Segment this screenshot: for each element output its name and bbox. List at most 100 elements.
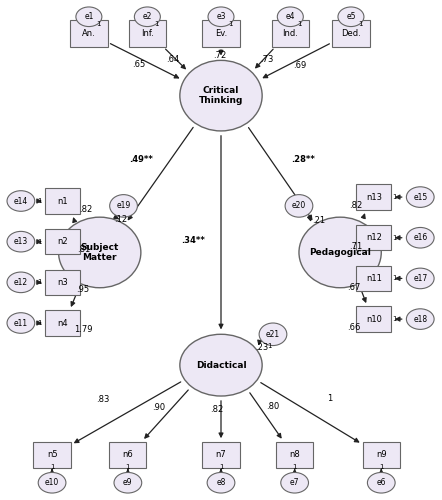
Text: 1: 1 (379, 464, 384, 469)
Text: n13: n13 (366, 192, 382, 202)
Ellipse shape (76, 7, 102, 26)
Text: 1: 1 (392, 194, 396, 200)
Ellipse shape (180, 334, 262, 396)
Text: n12: n12 (366, 233, 382, 242)
Text: e6: e6 (377, 478, 386, 487)
Text: Pedagogical: Pedagogical (309, 248, 371, 257)
Text: Inf.: Inf. (141, 29, 154, 38)
Ellipse shape (367, 472, 395, 493)
Text: 1: 1 (50, 464, 54, 469)
Text: 1: 1 (293, 464, 297, 469)
Text: n4: n4 (57, 318, 68, 328)
Text: 1: 1 (297, 21, 302, 27)
Text: .82: .82 (79, 206, 92, 214)
Text: e20: e20 (292, 202, 306, 210)
Text: n5: n5 (47, 450, 57, 460)
Text: .82: .82 (350, 202, 363, 210)
Ellipse shape (180, 60, 262, 131)
FancyBboxPatch shape (46, 310, 80, 336)
FancyBboxPatch shape (46, 270, 80, 295)
Text: Ev.: Ev. (215, 29, 227, 38)
Text: e14: e14 (14, 196, 28, 205)
Text: .71: .71 (349, 242, 362, 250)
Ellipse shape (110, 194, 137, 217)
Text: n10: n10 (366, 314, 382, 324)
Text: e4: e4 (286, 12, 295, 22)
Text: .95: .95 (76, 284, 89, 294)
Text: e5: e5 (346, 12, 356, 22)
Text: 1: 1 (155, 21, 159, 27)
Text: 1.79: 1.79 (74, 325, 92, 334)
Ellipse shape (134, 7, 160, 26)
Ellipse shape (406, 309, 434, 330)
Ellipse shape (207, 472, 235, 493)
Text: e12: e12 (14, 278, 28, 287)
Text: .73: .73 (260, 56, 273, 64)
Text: e17: e17 (413, 274, 427, 283)
Text: n3: n3 (57, 278, 68, 287)
Text: 1: 1 (327, 394, 332, 403)
Text: .28**: .28** (291, 155, 315, 164)
Text: e10: e10 (45, 478, 59, 487)
Text: .23: .23 (255, 344, 268, 352)
Text: e3: e3 (216, 12, 226, 22)
Text: Critical
Thinking: Critical Thinking (199, 86, 243, 106)
Text: Subject
Matter: Subject Matter (80, 243, 119, 262)
Text: 1: 1 (358, 21, 363, 27)
Text: n2: n2 (57, 237, 68, 246)
Text: 1: 1 (392, 235, 396, 241)
Ellipse shape (299, 217, 381, 288)
Ellipse shape (338, 7, 364, 26)
Text: e19: e19 (116, 202, 131, 210)
Text: Didactical: Didactical (196, 360, 246, 370)
Text: e7: e7 (290, 478, 299, 487)
Text: .82: .82 (210, 405, 223, 414)
Text: .69: .69 (293, 62, 306, 70)
Text: e1: e1 (84, 12, 94, 22)
Ellipse shape (285, 194, 313, 217)
Text: e11: e11 (14, 318, 28, 328)
Text: n6: n6 (122, 450, 133, 460)
FancyBboxPatch shape (202, 442, 240, 468)
Text: .21: .21 (312, 216, 325, 225)
Text: 1: 1 (37, 320, 41, 326)
Text: 1: 1 (37, 198, 41, 204)
FancyBboxPatch shape (356, 184, 392, 210)
Text: .12: .12 (114, 215, 127, 224)
Ellipse shape (114, 472, 142, 493)
Text: .49**: .49** (129, 155, 153, 164)
Ellipse shape (7, 190, 35, 212)
Text: e15: e15 (413, 192, 427, 202)
Text: e13: e13 (14, 237, 28, 246)
Text: 1: 1 (37, 238, 41, 244)
FancyBboxPatch shape (46, 229, 80, 254)
Text: e8: e8 (216, 478, 226, 487)
Text: 1: 1 (37, 280, 41, 285)
FancyBboxPatch shape (272, 20, 309, 46)
FancyBboxPatch shape (46, 188, 80, 214)
Ellipse shape (406, 268, 434, 288)
Ellipse shape (38, 472, 66, 493)
FancyBboxPatch shape (109, 442, 146, 468)
Text: .67: .67 (347, 282, 360, 292)
Text: n7: n7 (216, 450, 226, 460)
Text: e18: e18 (413, 314, 427, 324)
Text: 1: 1 (267, 343, 271, 349)
Ellipse shape (7, 232, 35, 252)
Text: 1: 1 (219, 464, 223, 469)
FancyBboxPatch shape (332, 20, 370, 46)
Text: .83: .83 (96, 395, 110, 404)
FancyBboxPatch shape (362, 442, 400, 468)
Text: 1: 1 (126, 464, 130, 469)
FancyBboxPatch shape (356, 266, 392, 291)
Text: Ded.: Ded. (341, 29, 361, 38)
Ellipse shape (281, 472, 309, 493)
Text: .64: .64 (166, 56, 179, 64)
Text: n1: n1 (57, 196, 68, 205)
FancyBboxPatch shape (202, 20, 240, 46)
Text: n11: n11 (366, 274, 382, 283)
Text: .34**: .34** (181, 236, 205, 244)
Ellipse shape (58, 217, 141, 288)
Text: 1: 1 (228, 21, 233, 27)
FancyBboxPatch shape (356, 306, 392, 332)
